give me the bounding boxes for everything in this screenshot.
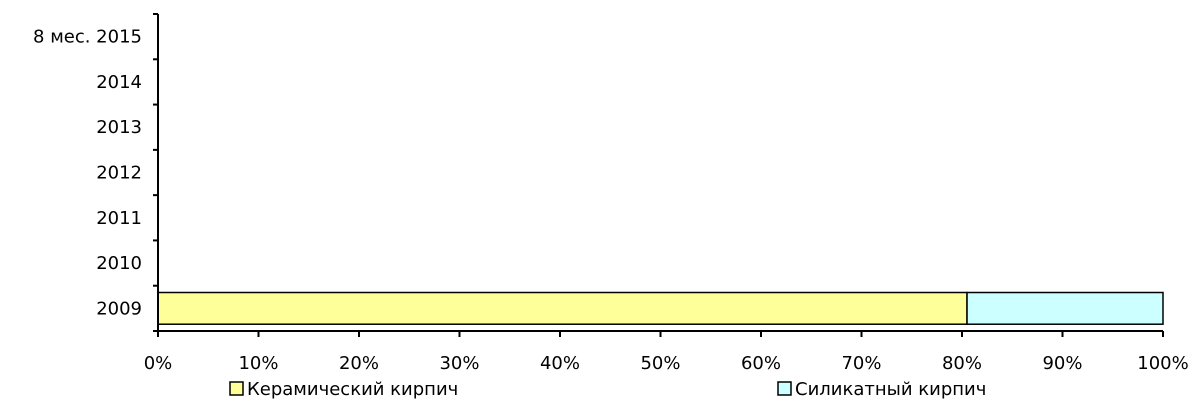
x-tick-label: 10% [238, 353, 278, 374]
category-labels: 2009 2010 2011 2012 2013 2014 8 мес. 2015 [33, 27, 142, 320]
legend: Керамический кирпич Силикатный кирпич [229, 379, 986, 400]
category-label: 2010 [96, 253, 142, 274]
category-label: 2013 [96, 117, 142, 138]
category-label: 2009 [96, 298, 142, 319]
category-label: 2011 [96, 208, 142, 229]
axes-layer [153, 13, 1164, 337]
category-label: 2012 [96, 163, 142, 184]
x-tick-label: 90% [1042, 353, 1082, 374]
category-label: 8 мес. 2015 [33, 27, 142, 48]
legend-label-1: Силикатный кирпич [795, 379, 986, 400]
x-tick-label: 40% [540, 353, 580, 374]
x-tick-label: 60% [741, 353, 781, 374]
legend-swatch-1 [777, 381, 792, 396]
x-tick-label: 80% [942, 353, 982, 374]
legend-swatch-0 [229, 381, 244, 396]
x-tick-label: 20% [339, 353, 379, 374]
category-label: 2014 [96, 72, 142, 93]
x-tick-label: 30% [439, 353, 479, 374]
bars-layer [157, 291, 1164, 325]
bar-2009-series-0 [157, 291, 968, 325]
bar-2009-series-1 [966, 291, 1164, 325]
legend-label-0: Керамический кирпич [247, 379, 458, 400]
x-tick-labels: 0% 10% 20% 30% 40% 50% 60% 70% 80% 90% 100% [144, 353, 1189, 374]
x-tick-label: 100% [1137, 353, 1188, 374]
x-tick-label: 50% [640, 353, 680, 374]
x-tick-label: 70% [841, 353, 881, 374]
x-tick-label: 0% [144, 353, 173, 374]
